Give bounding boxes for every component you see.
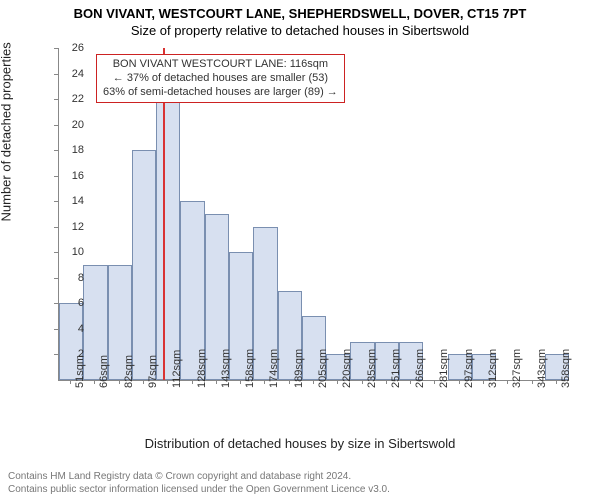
histogram-bar [156, 99, 180, 380]
x-tick-label: 174sqm [268, 349, 280, 388]
x-tick-label: 235sqm [366, 349, 378, 388]
chart-title-sub: Size of property relative to detached ho… [0, 21, 600, 38]
y-tick-label: 24 [72, 68, 84, 80]
annotation-box: BON VIVANT WESTCOURT LANE: 116sqm ← 37% … [96, 54, 345, 103]
footer-line2: Contains public sector information licen… [8, 484, 390, 497]
x-tick-label: 251sqm [390, 349, 402, 388]
x-tick-label: 297sqm [463, 349, 475, 388]
y-tick-label: 6 [78, 297, 84, 309]
annotation-line3: 63% of semi-detached houses are larger (… [103, 86, 338, 100]
x-tick-label: 343sqm [536, 349, 548, 388]
x-tick-label: 66sqm [98, 355, 110, 388]
x-tick-label: 281sqm [438, 349, 450, 388]
x-tick-label: 112sqm [171, 350, 183, 388]
y-tick-label: 20 [72, 119, 84, 131]
x-tick-label: 143sqm [220, 349, 232, 388]
x-tick-label: 205sqm [317, 349, 329, 388]
x-tick-label: 312sqm [487, 349, 499, 388]
x-tick-label: 97sqm [147, 355, 159, 388]
y-axis-label: Number of detached properties [0, 42, 14, 221]
x-tick-label: 327sqm [511, 349, 523, 388]
x-axis-label: Distribution of detached houses by size … [0, 436, 600, 451]
y-tick-label: 4 [78, 323, 84, 335]
x-tick-label: 358sqm [560, 349, 572, 388]
y-tick-label: 14 [72, 195, 84, 207]
annotation-line1: BON VIVANT WESTCOURT LANE: 116sqm [103, 58, 338, 72]
x-tick-label: 266sqm [414, 349, 426, 388]
y-tick-label: 18 [72, 144, 84, 156]
x-tick-label: 220sqm [341, 349, 353, 388]
x-tick-label: 82sqm [123, 355, 135, 388]
footer-attribution: Contains HM Land Registry data © Crown c… [8, 471, 390, 496]
y-tick-label: 12 [72, 221, 84, 233]
y-tick-label: 10 [72, 246, 84, 258]
y-tick-label: 8 [78, 272, 84, 284]
y-tick-label: 16 [72, 170, 84, 182]
histogram-bar [132, 150, 156, 380]
x-tick-label: 51sqm [74, 355, 86, 388]
chart-title-main: BON VIVANT, WESTCOURT LANE, SHEPHERDSWEL… [0, 0, 600, 21]
x-tick-label: 189sqm [293, 349, 305, 388]
annotation-line2: ← 37% of detached houses are smaller (53… [103, 72, 338, 86]
x-tick-label: 158sqm [244, 349, 256, 388]
footer-line1: Contains HM Land Registry data © Crown c… [8, 471, 390, 484]
y-tick-label: 26 [72, 42, 84, 54]
y-tick-label: 22 [72, 93, 84, 105]
x-tick-label: 128sqm [196, 349, 208, 388]
